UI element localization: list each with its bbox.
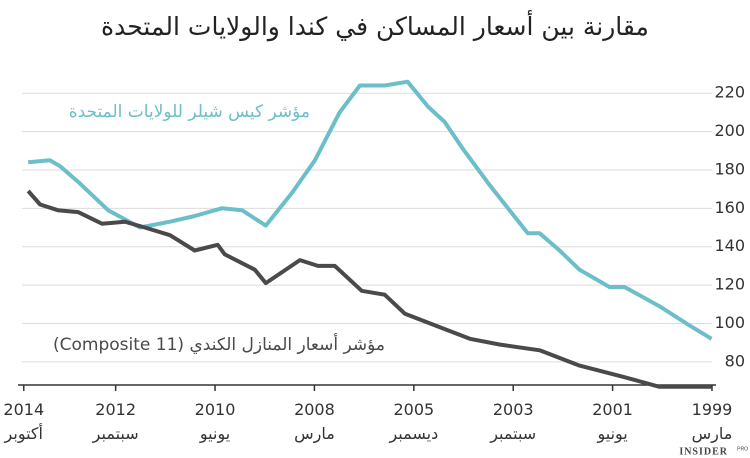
y-tick-label: 200 xyxy=(714,121,745,140)
y-tick-label: 180 xyxy=(714,159,745,178)
x-tick-label-line: 1999 xyxy=(692,400,733,419)
x-tick-label-line: 2003 xyxy=(493,400,534,419)
y-tick-label: 160 xyxy=(714,198,745,217)
x-tick-label-line: مارس xyxy=(294,424,335,444)
y-tick-label: 100 xyxy=(714,313,745,332)
y-tick-label: 220 xyxy=(714,83,745,102)
x-tick-label: 2003 سبتمبر xyxy=(489,400,536,444)
chart-title: مقارنة بين أسعار المساكن في كندا والولاي… xyxy=(101,9,649,42)
x-tick-label-line: مارس xyxy=(692,424,733,444)
legend-label: مؤشر أسعار المنازل الكندي (Composite 11) xyxy=(53,333,385,355)
x-tick-label: 2005 ديسمبر xyxy=(388,400,438,444)
logo: INSIDER xyxy=(679,446,728,457)
legend-label: مؤشر كيس شيلر للولايات المتحدة xyxy=(69,102,310,122)
x-tick-label-line: 2012 xyxy=(95,400,136,419)
x-tick-label-line: 2010 xyxy=(195,400,236,419)
x-tick-label: 2001 يونيو xyxy=(592,400,633,444)
series-line xyxy=(26,189,712,389)
x-tick-label-line: يونيو xyxy=(596,424,627,444)
x-tick-label: 2012 سبتمبر xyxy=(92,400,139,444)
x-tick-label: 1999 مارس xyxy=(692,400,733,444)
x-tick-label: 2010 يونيو xyxy=(195,400,236,444)
x-tick-label-line: 2008 xyxy=(294,400,335,419)
x-tick-label-line: ديسمبر xyxy=(388,424,438,444)
x-tick-label-line: 2005 xyxy=(393,400,434,419)
y-tick-label: 120 xyxy=(714,275,745,294)
x-tick-label: 2008 مارس xyxy=(294,400,335,444)
y-tick-label: 80 xyxy=(725,351,745,370)
x-tick-label-line: سبتمبر xyxy=(92,424,139,444)
x-tick-label-line: 2014 xyxy=(3,400,44,419)
x-tick-label: 2014 أكتوبر xyxy=(3,400,44,444)
x-tick-label-line: يونيو xyxy=(199,424,230,444)
x-tick-label-line: سبتمبر xyxy=(489,424,536,444)
logo-tag: PRO xyxy=(737,446,748,452)
x-tick-label-line: أكتوبر xyxy=(4,423,43,444)
x-tick-label-line: 2001 xyxy=(592,400,633,419)
y-tick-label: 140 xyxy=(714,236,745,255)
